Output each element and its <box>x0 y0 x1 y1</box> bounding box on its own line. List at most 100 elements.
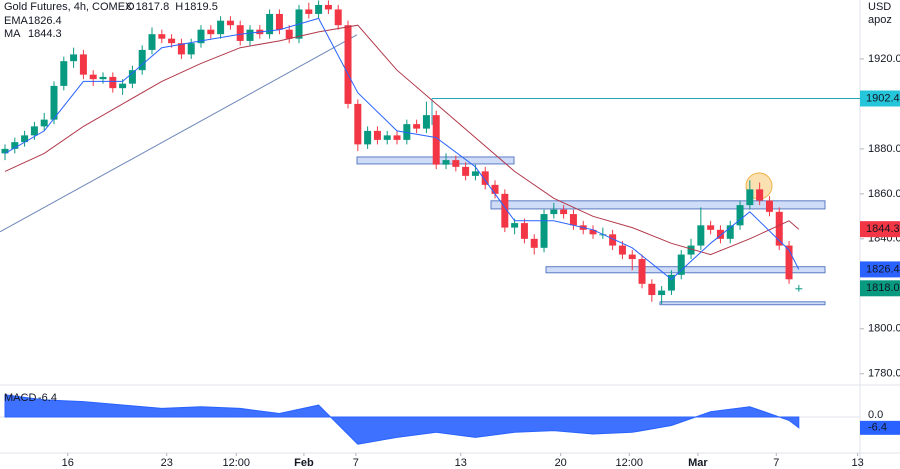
candle-body <box>89 74 97 80</box>
x-tick-label: Mar <box>688 457 708 469</box>
macd-tag <box>860 420 900 435</box>
candle-body <box>697 225 705 246</box>
candle-body <box>707 225 715 230</box>
candle-body <box>609 234 617 246</box>
candle-body <box>471 171 479 176</box>
candle-body <box>413 124 421 129</box>
candle-body <box>765 200 773 212</box>
candle-body <box>119 83 127 89</box>
candle-body <box>785 245 793 280</box>
candle-body <box>736 205 744 226</box>
candle-body <box>1 148 9 154</box>
candle-body <box>442 160 450 165</box>
zone <box>659 301 826 306</box>
y-tick-label: 1920.0 <box>868 53 900 65</box>
candle-body <box>315 4 323 14</box>
y-tick-label: 1860.0 <box>868 188 900 200</box>
candle-body <box>197 29 205 44</box>
candle-body <box>658 290 666 296</box>
x-tick-label: Feb <box>294 457 314 469</box>
ma-line <box>4 24 800 256</box>
candle-body <box>795 288 803 290</box>
x-tick-label: 13 <box>455 457 467 469</box>
candle-body <box>648 283 656 296</box>
candle-body <box>687 245 695 255</box>
price-tag-label: 1826.4 <box>866 263 900 275</box>
price-tag <box>860 280 900 297</box>
macd-legend-name: MACD <box>4 392 36 404</box>
y-tick-label: 1780.0 <box>868 368 900 380</box>
candle-body <box>540 214 548 248</box>
candle-body <box>99 76 107 80</box>
candle-body <box>501 193 509 228</box>
candle-body <box>266 13 274 35</box>
macd-legend-value: -6.4 <box>38 392 57 404</box>
price-tag <box>860 221 900 238</box>
ma-legend-value: 1844.3 <box>28 28 62 40</box>
candle-body <box>226 20 234 26</box>
candle-body <box>128 70 136 84</box>
header-key: H <box>175 1 183 13</box>
x-tick-label: 12:00 <box>616 457 644 469</box>
candle-body <box>187 43 195 55</box>
x-tick-label: 23 <box>161 457 173 469</box>
candle-body <box>40 119 48 127</box>
candle-body <box>177 43 185 55</box>
candle-body <box>746 189 754 206</box>
candle-body <box>30 126 38 136</box>
x-tick-label: 13 <box>852 457 864 469</box>
x-tick-label: 7 <box>353 457 359 469</box>
zone <box>490 200 826 210</box>
macd-area <box>4 394 800 445</box>
unit-label: apoz <box>868 14 892 26</box>
price-tag-label: 1818.0 <box>866 282 900 294</box>
currency: USD <box>868 1 891 13</box>
candle-body <box>628 254 636 260</box>
candle-body <box>79 54 87 75</box>
candle-body <box>530 238 538 248</box>
candle-body <box>677 254 685 275</box>
candle-body <box>481 171 489 185</box>
candle-body <box>148 34 156 50</box>
candle-body <box>638 259 646 284</box>
candle-body <box>462 166 470 176</box>
candle-body <box>403 124 411 140</box>
candle-body <box>452 160 460 167</box>
candle-body <box>168 38 176 44</box>
candle-body <box>354 103 362 145</box>
x-tick-label: 16 <box>62 457 74 469</box>
candle-body <box>11 142 19 149</box>
title: Gold Futures, 4h, COMEX <box>4 1 133 13</box>
candle-body <box>716 229 724 239</box>
candle-body <box>70 54 78 62</box>
header-value: 1819.5 <box>184 1 218 13</box>
candle-body <box>393 135 401 140</box>
candle-body <box>364 130 372 145</box>
candle-body <box>589 229 597 235</box>
candle-body <box>432 115 440 165</box>
price-tag-label: 1844.3 <box>866 223 900 235</box>
candle-body <box>726 225 734 239</box>
candle-body <box>383 135 391 140</box>
candle-body <box>109 76 117 89</box>
trendline <box>0 34 358 233</box>
price-tag <box>860 261 900 278</box>
candle-body <box>285 29 293 39</box>
ema-line <box>4 17 800 280</box>
candle-body <box>520 223 528 239</box>
candle-body <box>550 209 558 215</box>
x-tick-label: 12:00 <box>223 457 251 469</box>
candle-body <box>138 49 146 71</box>
candle-body <box>618 245 626 255</box>
y-tick-label: 1880.0 <box>868 143 900 155</box>
candle-body <box>236 25 244 41</box>
candle-body <box>334 9 342 26</box>
candle-body <box>775 211 783 246</box>
candle-body <box>667 274 675 291</box>
candle-body <box>217 20 225 35</box>
candle-body <box>344 25 352 104</box>
header-value: 1817.8 <box>136 1 170 13</box>
